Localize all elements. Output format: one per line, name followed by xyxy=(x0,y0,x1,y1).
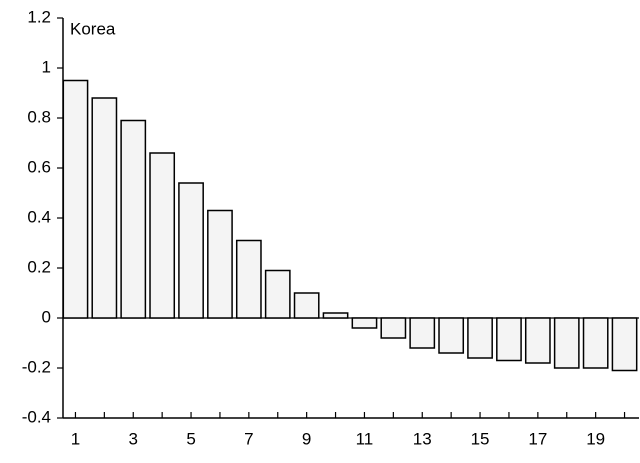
bar xyxy=(264,269,291,319)
bar xyxy=(380,317,407,339)
bar xyxy=(178,182,204,319)
bar xyxy=(91,97,118,319)
chart-title: Korea xyxy=(70,19,116,38)
x-tick-label: 19 xyxy=(586,429,605,448)
y-tick-label: 0 xyxy=(42,307,51,326)
bar xyxy=(235,239,262,319)
x-tick-label: 9 xyxy=(302,429,311,448)
bar xyxy=(351,317,378,329)
x-tick-label: 3 xyxy=(129,429,138,448)
bar xyxy=(207,209,233,319)
bar xyxy=(322,312,349,319)
bar xyxy=(293,292,320,319)
bar xyxy=(409,317,436,349)
x-tick-label: 7 xyxy=(244,429,253,448)
y-tick-label: 1 xyxy=(42,57,51,76)
bar xyxy=(524,317,551,364)
bar xyxy=(611,317,638,372)
bar xyxy=(62,79,89,319)
x-tick-label: 1 xyxy=(71,429,80,448)
bar xyxy=(582,317,609,369)
y-tick-label: 0.8 xyxy=(27,107,51,126)
x-tick-label: 17 xyxy=(528,429,547,448)
y-tick-label: 1.2 xyxy=(27,7,51,26)
y-tick-label: -0.2 xyxy=(22,357,51,376)
bar xyxy=(149,152,176,319)
bar xyxy=(496,317,522,362)
bar xyxy=(553,317,580,369)
y-tick-label: -0.4 xyxy=(22,407,51,426)
y-tick-label: 0.2 xyxy=(27,257,51,276)
y-tick-label: 0.4 xyxy=(27,207,51,226)
x-tick-label: 15 xyxy=(471,429,490,448)
x-tick-label: 11 xyxy=(356,429,374,448)
bar xyxy=(438,317,465,354)
x-tick-label: 13 xyxy=(413,429,432,448)
x-tick-label: 5 xyxy=(186,429,195,448)
bar xyxy=(467,317,493,359)
bar xyxy=(120,119,147,319)
y-tick-label: 0.6 xyxy=(27,157,51,176)
